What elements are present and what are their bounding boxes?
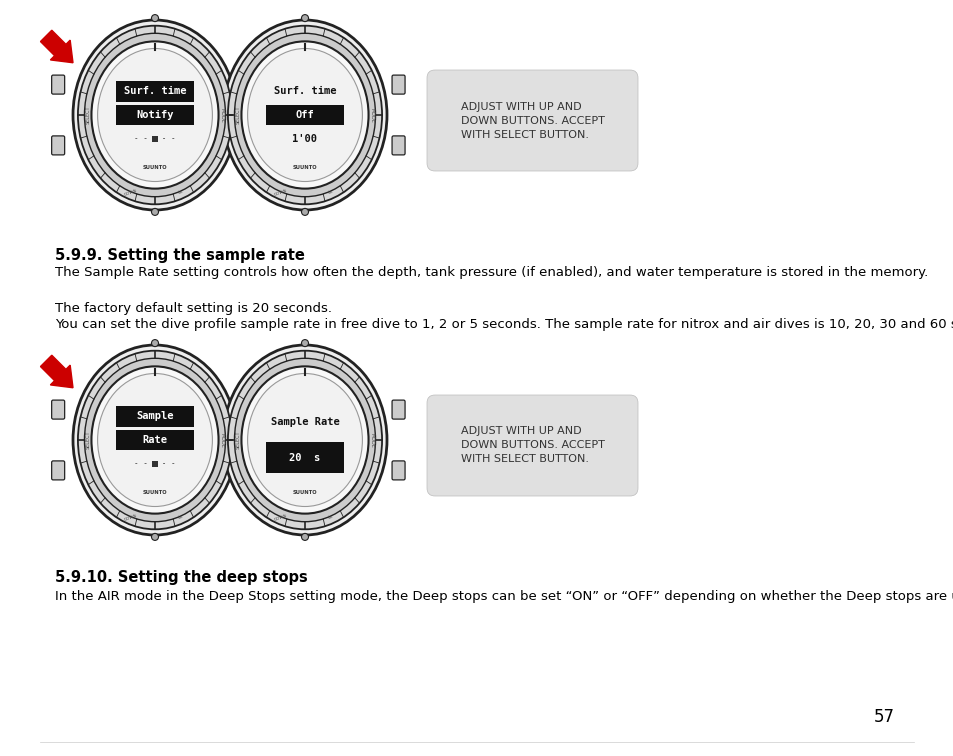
FancyBboxPatch shape	[51, 136, 65, 155]
Text: MODE: MODE	[219, 107, 225, 122]
Ellipse shape	[228, 351, 382, 529]
FancyBboxPatch shape	[152, 460, 158, 466]
Ellipse shape	[73, 20, 236, 210]
FancyBboxPatch shape	[201, 136, 214, 155]
Text: ADJUST WITH UP AND
DOWN BUTTONS. ACCEPT
WITH SELECT BUTTON.: ADJUST WITH UP AND DOWN BUTTONS. ACCEPT …	[460, 101, 604, 140]
Text: 57: 57	[873, 708, 894, 726]
Text: DOWN: DOWN	[274, 514, 287, 522]
Ellipse shape	[97, 373, 213, 507]
Text: MODE: MODE	[219, 432, 225, 448]
FancyBboxPatch shape	[242, 461, 254, 480]
Circle shape	[152, 14, 158, 22]
Circle shape	[152, 209, 158, 215]
Text: SUUNTO: SUUNTO	[293, 490, 317, 494]
FancyBboxPatch shape	[427, 70, 638, 171]
Text: The factory default setting is 20 seconds.: The factory default setting is 20 second…	[55, 302, 332, 315]
Ellipse shape	[223, 345, 387, 535]
Ellipse shape	[223, 20, 387, 210]
Text: - - - - -: - - - - -	[134, 135, 175, 143]
Polygon shape	[436, 433, 456, 457]
Text: Off: Off	[295, 110, 314, 120]
Text: You can set the dive profile sample rate in free dive to 1, 2 or 5 seconds. The : You can set the dive profile sample rate…	[55, 318, 953, 331]
FancyBboxPatch shape	[152, 136, 158, 142]
Ellipse shape	[228, 26, 382, 204]
Text: MODE: MODE	[370, 107, 375, 122]
Text: In the AIR mode in the Deep Stops setting mode, the Deep stops can be set “ON” o: In the AIR mode in the Deep Stops settin…	[55, 590, 953, 603]
Ellipse shape	[85, 33, 225, 197]
FancyBboxPatch shape	[392, 400, 405, 419]
Text: SELECT: SELECT	[235, 431, 240, 449]
FancyBboxPatch shape	[392, 136, 405, 155]
FancyBboxPatch shape	[116, 406, 193, 426]
Circle shape	[301, 534, 308, 541]
Polygon shape	[436, 109, 456, 132]
FancyBboxPatch shape	[242, 136, 254, 155]
Text: Sample: Sample	[136, 411, 173, 421]
Text: ADJUST WITH UP AND
DOWN BUTTONS. ACCEPT
WITH SELECT BUTTON.: ADJUST WITH UP AND DOWN BUTTONS. ACCEPT …	[460, 426, 604, 464]
Ellipse shape	[234, 358, 375, 522]
Text: 20  s: 20 s	[289, 453, 320, 463]
Text: DOWN: DOWN	[123, 189, 137, 197]
Text: UP: UP	[326, 515, 333, 521]
FancyBboxPatch shape	[242, 75, 254, 94]
Ellipse shape	[97, 48, 213, 181]
FancyBboxPatch shape	[116, 81, 193, 102]
Circle shape	[301, 209, 308, 215]
FancyBboxPatch shape	[51, 461, 65, 480]
Text: Surf. time: Surf. time	[274, 86, 335, 96]
Text: SUUNTO: SUUNTO	[143, 490, 167, 494]
Ellipse shape	[91, 42, 218, 189]
Text: DOWN: DOWN	[274, 189, 287, 197]
Ellipse shape	[91, 367, 218, 513]
Text: Rate: Rate	[142, 435, 168, 445]
FancyBboxPatch shape	[266, 442, 344, 473]
Text: SELECT: SELECT	[235, 106, 240, 124]
FancyBboxPatch shape	[201, 400, 214, 419]
FancyBboxPatch shape	[392, 461, 405, 480]
Circle shape	[152, 534, 158, 541]
Text: UP: UP	[326, 190, 333, 196]
Circle shape	[301, 14, 308, 22]
Text: SELECT: SELECT	[85, 431, 91, 449]
Text: DOWN: DOWN	[123, 514, 137, 522]
Text: Sample Rate: Sample Rate	[271, 417, 339, 427]
Text: 1'00: 1'00	[293, 134, 317, 144]
FancyBboxPatch shape	[427, 395, 638, 496]
Ellipse shape	[73, 345, 236, 535]
FancyBboxPatch shape	[266, 104, 344, 125]
Circle shape	[152, 339, 158, 346]
Ellipse shape	[241, 42, 368, 189]
Text: SELECT: SELECT	[85, 106, 91, 124]
Text: 5.9.10. Setting the deep stops: 5.9.10. Setting the deep stops	[55, 570, 308, 585]
Ellipse shape	[248, 373, 362, 507]
Text: The Sample Rate setting controls how often the depth, tank pressure (if enabled): The Sample Rate setting controls how oft…	[55, 266, 927, 279]
Text: SUUNTO: SUUNTO	[143, 165, 167, 170]
Ellipse shape	[78, 26, 232, 204]
Polygon shape	[40, 30, 73, 63]
FancyBboxPatch shape	[392, 75, 405, 94]
Circle shape	[301, 339, 308, 346]
FancyBboxPatch shape	[116, 104, 193, 125]
Ellipse shape	[234, 33, 375, 197]
FancyBboxPatch shape	[116, 429, 193, 451]
Ellipse shape	[248, 48, 362, 181]
FancyBboxPatch shape	[201, 75, 214, 94]
Text: UP: UP	[176, 515, 183, 521]
Ellipse shape	[85, 358, 225, 522]
Polygon shape	[40, 355, 73, 388]
Text: Notify: Notify	[136, 110, 173, 120]
Text: Surf. time: Surf. time	[124, 86, 186, 96]
Text: UP: UP	[176, 190, 183, 196]
FancyBboxPatch shape	[51, 400, 65, 419]
Ellipse shape	[78, 351, 232, 529]
FancyBboxPatch shape	[51, 75, 65, 94]
Text: MODE: MODE	[370, 432, 375, 448]
FancyBboxPatch shape	[201, 461, 214, 480]
Text: 5.9.9. Setting the sample rate: 5.9.9. Setting the sample rate	[55, 248, 305, 263]
FancyBboxPatch shape	[242, 400, 254, 419]
Text: - - - - -: - - - - -	[134, 459, 175, 468]
Text: SUUNTO: SUUNTO	[293, 165, 317, 170]
Ellipse shape	[241, 367, 368, 513]
